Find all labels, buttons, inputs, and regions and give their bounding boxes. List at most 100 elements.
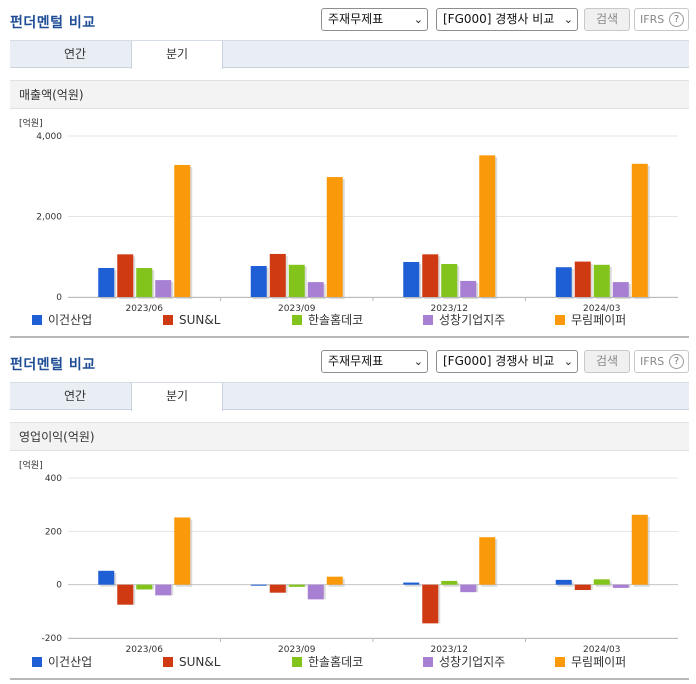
legend-item[interactable]: 이건산업 <box>32 654 92 672</box>
legend-item[interactable]: SUN&L <box>163 654 220 672</box>
compare-select[interactable]: [FG000] 경쟁사 비교 ⌄ <box>436 8 578 31</box>
chevron-down-icon: ⌄ <box>563 13 573 26</box>
bar <box>460 584 477 593</box>
legend-label: 한솔홈데코 <box>308 655 364 669</box>
bar <box>307 282 324 297</box>
x-tick-label: 2024/03 <box>583 645 620 654</box>
legend-label: 한솔홈데코 <box>308 313 364 327</box>
statement-select[interactable]: 주재무제표 ⌄ <box>321 350 428 373</box>
x-tick-label: 2023/12 <box>431 645 468 654</box>
metric-title: 영업이익(억원) <box>10 422 689 451</box>
legend-label: 성창기업지주 <box>439 313 506 327</box>
bar <box>326 576 343 585</box>
ifrs-label: IFRS <box>640 13 665 26</box>
tab-quarterly[interactable]: 분기 <box>131 383 223 411</box>
bar <box>631 163 648 297</box>
ifrs-help-button[interactable]: IFRS ? <box>634 350 689 373</box>
legend-swatch <box>292 657 302 667</box>
legend-item[interactable]: 성창기업지주 <box>423 654 505 672</box>
compare-select[interactable]: [FG000] 경쟁사 비교 ⌄ <box>436 350 578 373</box>
legend-swatch <box>423 315 433 325</box>
y-tick-label: 200 <box>45 527 62 537</box>
bar <box>155 280 172 297</box>
tab-annual[interactable]: 연간 <box>63 47 87 61</box>
ifrs-help-button[interactable]: IFRS ? <box>634 8 689 31</box>
chevron-down-icon: ⌄ <box>413 13 423 26</box>
bar <box>98 570 115 585</box>
legend-item[interactable]: 이건산업 <box>32 312 92 330</box>
statement-select[interactable]: 주재무제표 ⌄ <box>321 8 428 31</box>
x-tick-label: 2023/12 <box>431 304 468 312</box>
legend-swatch <box>423 657 433 667</box>
bar <box>555 267 572 297</box>
chart-svg: [억원] 0 2,000 4,000 2023/06 2023/09 2023/12 2024… <box>19 117 678 312</box>
legend-label: 이건산업 <box>48 655 93 669</box>
legend-swatch <box>555 657 565 667</box>
y-tick-label: 400 <box>45 474 62 484</box>
legend-item[interactable]: SUN&L <box>163 312 220 330</box>
bar <box>136 584 153 590</box>
chart-svg: [억원] -200 0 200 400 2023/06 2023/09 2023/12 2024… <box>19 459 678 654</box>
ifrs-label: IFRS <box>640 355 665 368</box>
bar <box>593 579 610 585</box>
bar <box>574 584 591 590</box>
legend-swatch <box>32 315 42 325</box>
bar <box>479 155 496 297</box>
bar <box>593 264 610 297</box>
panel-title: 펀더멘털 비교 <box>10 15 96 31</box>
bar-shadow <box>405 584 422 587</box>
legend-item[interactable]: 한솔홈데코 <box>292 312 363 330</box>
y-tick-label: 0 <box>56 581 62 591</box>
compare-select-value: [FG000] 경쟁사 비교 <box>443 354 555 368</box>
legend-swatch <box>555 315 565 325</box>
legend-item[interactable]: 무림페이퍼 <box>555 312 626 330</box>
metric-title: 매출액(억원) <box>10 80 689 109</box>
statement-select-value: 주재무제표 <box>328 12 384 26</box>
y-tick-label: 4,000 <box>36 132 62 142</box>
bar <box>250 266 267 297</box>
y-tick-label: 2,000 <box>36 213 62 223</box>
y-tick-label: -200 <box>42 634 63 644</box>
bar <box>307 584 324 600</box>
fundamental-panel-operating-profit: 펀더멘털 비교 주재무제표 ⌄ [FG000] 경쟁사 비교 ⌄ 검색 IFRS… <box>0 342 696 684</box>
bar <box>441 580 458 585</box>
tab-quarterly[interactable]: 분기 <box>131 41 223 69</box>
fundamental-panel-revenue: 펀더멘털 비교 주재무제표 ⌄ [FG000] 경쟁사 비교 ⌄ 검색 IFRS… <box>0 0 696 338</box>
legend-item[interactable]: 성창기업지주 <box>423 312 505 330</box>
panel-header: 펀더멘털 비교 주재무제표 ⌄ [FG000] 경쟁사 비교 ⌄ 검색 IFRS… <box>0 0 696 40</box>
legend-label: 무림페이퍼 <box>571 655 627 669</box>
bar <box>612 584 629 588</box>
chevron-down-icon: ⌄ <box>563 355 573 368</box>
legend-swatch <box>163 315 173 325</box>
statement-select-value: 주재무제표 <box>328 354 384 368</box>
bar <box>612 282 629 297</box>
bar <box>174 517 191 585</box>
panel-header: 펀더멘털 비교 주재무제표 ⌄ [FG000] 경쟁사 비교 ⌄ 검색 IFRS… <box>0 342 696 382</box>
help-icon: ? <box>669 12 684 27</box>
bar <box>479 537 496 585</box>
x-tick-label: 2023/06 <box>126 645 164 654</box>
bar <box>269 253 286 297</box>
period-tabs: 연간 분기 <box>10 40 689 69</box>
bar <box>422 584 439 624</box>
search-button[interactable]: 검색 <box>584 350 630 373</box>
search-button[interactable]: 검색 <box>584 8 630 31</box>
legend-item[interactable]: 한솔홈데코 <box>292 654 363 672</box>
bar <box>555 579 572 585</box>
bar <box>441 263 458 297</box>
x-tick-label: 2024/03 <box>583 304 620 312</box>
tab-annual[interactable]: 연간 <box>63 389 87 403</box>
chevron-down-icon: ⌄ <box>413 355 423 368</box>
bar-shadow <box>443 582 460 587</box>
operating-profit-chart: [억원] -200 0 200 400 2023/06 2023/09 2023/12 2024… <box>10 454 689 679</box>
compare-select-value: [FG000] 경쟁사 비교 <box>443 12 555 26</box>
bar <box>574 261 591 297</box>
y-tick-label: 0 <box>56 293 62 303</box>
bar <box>174 164 191 297</box>
bar <box>136 268 153 297</box>
bar <box>117 254 134 297</box>
legend-item[interactable]: 무림페이퍼 <box>555 654 626 672</box>
bar <box>269 584 286 593</box>
bar <box>288 264 305 297</box>
period-tabs: 연간 분기 <box>10 382 689 411</box>
